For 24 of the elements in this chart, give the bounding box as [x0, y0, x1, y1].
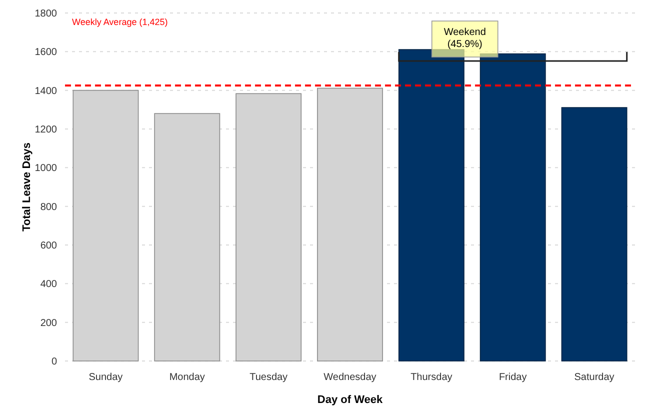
y-tick-label: 0	[51, 356, 58, 368]
bar	[561, 107, 628, 362]
y-tick-label: 600	[40, 240, 58, 252]
x-tick-label: Tuesday	[250, 372, 288, 383]
y-tick-label: 1000	[34, 163, 58, 174]
x-tick-label: Monday	[169, 372, 205, 383]
y-tick-label: 1400	[34, 86, 58, 97]
x-tick-label: Sunday	[88, 372, 123, 383]
y-tick-label: 400	[40, 279, 58, 290]
bar	[480, 53, 546, 362]
x-tick-label: Friday	[498, 372, 527, 383]
y-tick-label: 800	[40, 202, 58, 213]
y-tick-label: 1800	[34, 8, 58, 20]
x-axis-title: Day of Week	[317, 394, 384, 406]
x-tick-label: Saturday	[574, 372, 614, 383]
x-tick-label: Thursday	[410, 372, 452, 383]
ref-line-label: Weekly Average (1,425)	[72, 17, 168, 27]
x-tick-label: Wednesday	[324, 372, 376, 383]
bar	[317, 88, 383, 362]
y-tick-label: 1200	[34, 124, 58, 136]
annotation: Weekend (45.9%)	[444, 27, 486, 50]
y-axis-title: Total Leave Days	[21, 142, 33, 232]
y-tick-label: 200	[40, 318, 58, 329]
y-tick-label: 1600	[34, 47, 58, 58]
